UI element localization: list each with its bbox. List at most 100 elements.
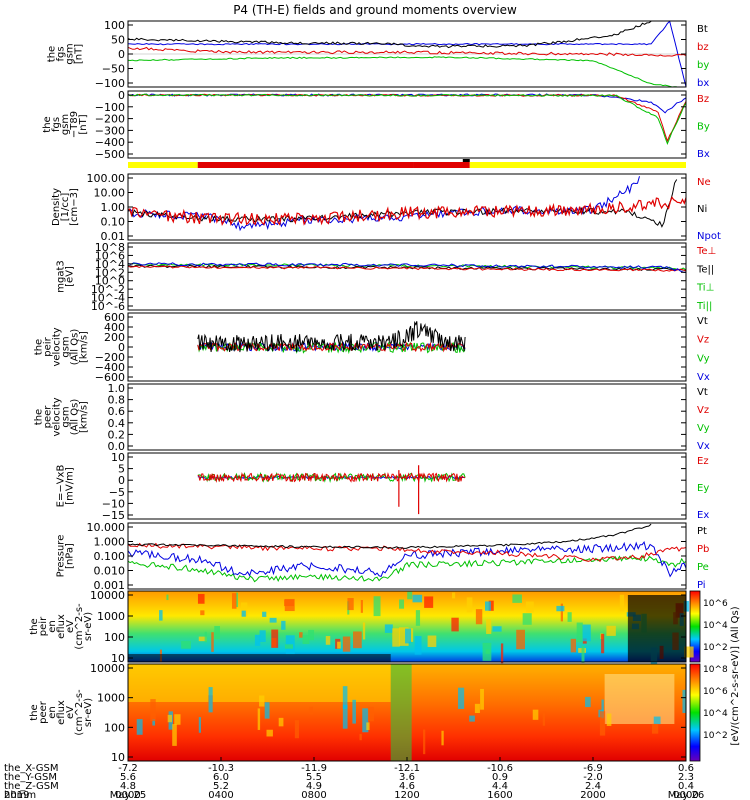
bx-dip-trace bbox=[127, 93, 687, 114]
y-axis-label-line: eV bbox=[65, 706, 76, 719]
legend-vt-label: Vt bbox=[697, 316, 708, 327]
legend-vx-label: Vx bbox=[697, 372, 710, 383]
time-axis-row-label: the_Z-GSM bbox=[4, 781, 59, 792]
ion-spectrogram-cell bbox=[582, 624, 591, 642]
ion-spectrogram-cell bbox=[475, 609, 483, 625]
legend-bz-label: Bz bbox=[697, 94, 709, 105]
electron-spectrogram-cell bbox=[136, 719, 143, 735]
ion-spectrogram-cell bbox=[492, 626, 502, 632]
legend-by-label: by bbox=[697, 60, 709, 71]
ion-spectrogram-cell bbox=[482, 642, 492, 661]
y-axis-label-line: Density bbox=[51, 188, 62, 226]
electron-spectrogram-cell bbox=[342, 704, 348, 729]
legend-ti-label: Ti|| bbox=[696, 301, 712, 312]
y-tick-label: 1.000 bbox=[94, 536, 126, 549]
electron-spectrogram-cell bbox=[167, 714, 173, 723]
time-axis-value: 4.4 bbox=[492, 781, 508, 792]
time-axis-value: 0000 bbox=[673, 790, 698, 800]
time-axis-value: 1600 bbox=[487, 790, 512, 800]
time-axis-value: -6.9 bbox=[583, 763, 603, 774]
y-tick-label: −10 bbox=[102, 497, 125, 510]
legend-vy-label: Vy bbox=[697, 353, 710, 364]
y-tick-label: 10^4 bbox=[95, 258, 125, 271]
y-tick-label: 10 bbox=[111, 751, 125, 764]
electron-spectrogram-cell bbox=[150, 699, 156, 722]
y-axis-label-line: gsm bbox=[60, 114, 71, 135]
ion-spectrogram-cell bbox=[516, 629, 525, 650]
ion-spectrogram-cell bbox=[181, 641, 191, 649]
panel-peer-en: 10000 1000 100 10 thepeerenefluxeV(cm^2-s-sr… bbox=[29, 662, 687, 764]
legend-vy-label: Vy bbox=[697, 423, 710, 434]
ion-spectrogram-cell bbox=[414, 636, 422, 655]
y-tick-label: 10^-4 bbox=[91, 292, 125, 305]
time-axis-value: -12.1 bbox=[394, 763, 420, 774]
y-axis-label-line: the bbox=[34, 409, 45, 425]
y-tick-label: 100.00 bbox=[87, 172, 126, 185]
y-tick-label: −5 bbox=[109, 486, 125, 499]
time-axis-value: 5.2 bbox=[213, 781, 229, 792]
time-axis-value: 0800 bbox=[301, 790, 326, 800]
by-dip-trace bbox=[127, 93, 687, 145]
ion-spectrogram-cell bbox=[214, 626, 220, 640]
time-axis-row-label: the_X-GSM bbox=[4, 763, 58, 774]
electron-spectrogram-cell bbox=[294, 720, 299, 739]
legend-te-label: Te|| bbox=[696, 264, 714, 275]
y-tick-label: −100 bbox=[95, 101, 125, 114]
y-tick-label: 10 bbox=[111, 652, 125, 665]
y-tick-label: −50 bbox=[102, 63, 125, 76]
ion-spectrogram-cell bbox=[384, 624, 393, 633]
bt-trace bbox=[127, 20, 652, 49]
y-tick-label: 0.010 bbox=[94, 565, 126, 578]
electron-spectrogram-cell bbox=[266, 729, 273, 737]
y-axis-label-line: velocity bbox=[52, 397, 63, 436]
y-axis-label-line: gsm bbox=[65, 43, 76, 64]
time-axis-value: -2.0 bbox=[583, 772, 603, 783]
legend-vz-label: Vz bbox=[697, 405, 709, 416]
legend-pe-label: Pe bbox=[697, 562, 709, 573]
ion-spectrogram-cell bbox=[522, 613, 532, 625]
y-tick-label: 0.01 bbox=[101, 230, 126, 243]
ion-spectrogram-cell bbox=[581, 645, 585, 663]
ion-spectrogram-cell bbox=[204, 631, 207, 643]
y-tick-label: 50 bbox=[111, 34, 125, 47]
region-status-bar-segment bbox=[128, 162, 198, 168]
time-axis-value: 4.6 bbox=[399, 781, 415, 792]
time-axis-value: 0.9 bbox=[492, 772, 508, 783]
ion-spectrogram-cell bbox=[451, 592, 456, 599]
legend-bz-label: bz bbox=[697, 42, 709, 53]
colorbar-tick-label: 10^2 bbox=[703, 731, 728, 741]
ion-spectrogram-cell bbox=[281, 620, 286, 630]
electron-spectrogram-band bbox=[390, 664, 412, 761]
y-tick-label: 0 bbox=[118, 89, 125, 102]
electron-spectrogram-cell bbox=[585, 696, 591, 708]
y-tick-label: 200 bbox=[104, 331, 125, 344]
electron-spectrogram-cell bbox=[651, 723, 659, 734]
time-axis-value: 3.6 bbox=[399, 772, 415, 783]
by-trace bbox=[127, 56, 677, 88]
y-tick-label: 0.2 bbox=[108, 428, 126, 441]
ion-spectrogram-cell bbox=[405, 628, 412, 644]
y-axis-label-line: sr-eV) bbox=[83, 612, 94, 641]
legend-pi-label: Pi bbox=[697, 580, 706, 591]
time-axis-value: 0000 bbox=[115, 790, 140, 800]
ion-spectrogram-cell bbox=[235, 592, 239, 608]
legend-bx-label: Bx bbox=[697, 149, 710, 160]
time-axis-row-label: hhmm bbox=[4, 790, 36, 800]
region-status-marker bbox=[462, 159, 470, 162]
ion-spectrogram-noise-band bbox=[128, 654, 391, 662]
y-tick-label: −600 bbox=[95, 371, 125, 384]
electron-spectrogram-cell bbox=[532, 709, 539, 720]
legend-ti-label: Ti⊥ bbox=[696, 283, 714, 294]
ion-spectrogram-cell bbox=[570, 638, 577, 653]
ion-spectrogram-cell bbox=[500, 643, 504, 664]
y-tick-label: 0 bbox=[118, 474, 125, 487]
y-axis-label-line: en bbox=[47, 620, 58, 633]
y-tick-label: 400 bbox=[104, 321, 125, 334]
y-axis-label-line: [nPa] bbox=[65, 543, 76, 569]
year-label: 2019 bbox=[4, 790, 29, 800]
y-axis-label-line: eflux bbox=[56, 614, 67, 639]
y-tick-label: −200 bbox=[95, 351, 125, 364]
legend-vx-label: Vx bbox=[697, 441, 710, 452]
